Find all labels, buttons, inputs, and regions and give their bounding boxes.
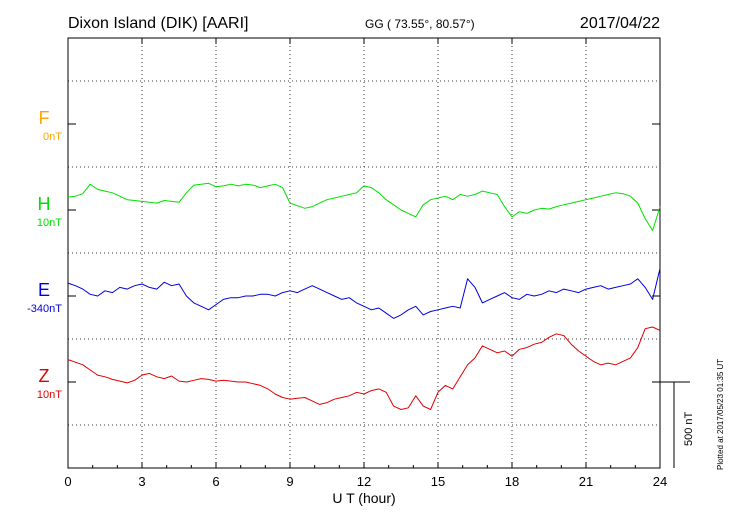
x-tick-label-6: 6 — [212, 474, 219, 489]
grid-lines — [68, 38, 660, 468]
x-tick-label-21: 21 — [579, 474, 593, 489]
date-label: 2017/04/22 — [580, 15, 660, 32]
x-tick-label-24: 24 — [653, 474, 667, 489]
series-offset-h: 10nT — [37, 217, 62, 229]
x-axis-ticks: 0 3 6 9 12 15 18 21 24 — [64, 38, 667, 489]
series-offset-z: 10nT — [37, 389, 62, 401]
plotted-timestamp: Plotted at 2017/05/23 01:35 UT — [716, 359, 725, 470]
series-name-f: F — [39, 108, 50, 128]
series-line-e — [67, 268, 661, 319]
series-line-h — [67, 182, 661, 232]
series-traces — [67, 182, 661, 410]
series-labels: F 0nT H 10nT E -340nT Z 10nT — [27, 108, 62, 401]
station-title: Dixon Island (DIK) [AARI] — [68, 15, 249, 32]
x-tick-label-0: 0 — [64, 474, 71, 489]
series-offset-e: -340nT — [27, 303, 62, 315]
series-name-e: E — [38, 280, 50, 300]
x-tick-label-9: 9 — [286, 474, 293, 489]
x-tick-label-15: 15 — [431, 474, 445, 489]
coordinates-label: GG ( 73.55°, 80.57°) — [365, 17, 475, 31]
scale-bar-label: 500 nT — [683, 411, 695, 446]
x-tick-label-3: 3 — [138, 474, 145, 489]
x-tick-label-18: 18 — [505, 474, 519, 489]
series-offset-f: 0nT — [43, 131, 62, 143]
series-name-h: H — [38, 194, 51, 214]
series-line-z — [67, 326, 661, 410]
x-tick-label-12: 12 — [357, 474, 371, 489]
x-axis-label: U T (hour) — [332, 490, 395, 506]
series-name-z: Z — [39, 366, 50, 386]
